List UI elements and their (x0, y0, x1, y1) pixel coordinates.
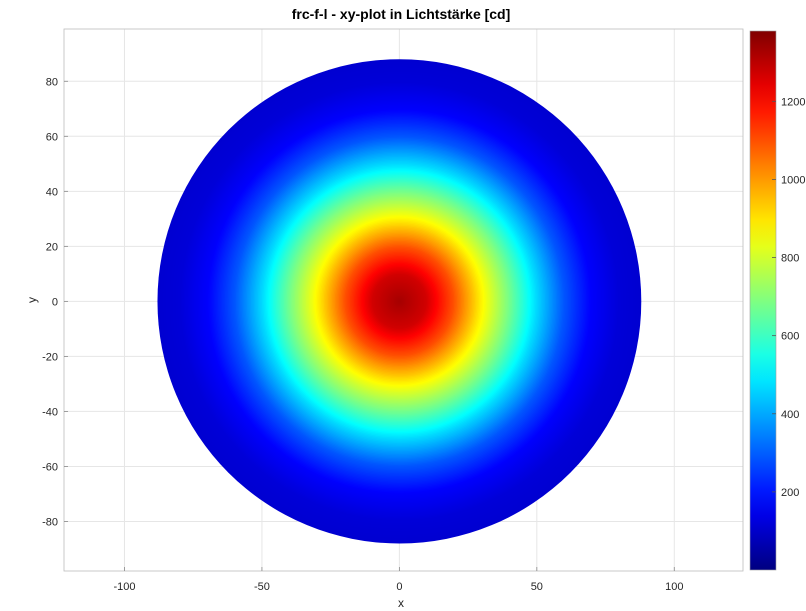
heatmap-disk (157, 59, 642, 544)
colorbar-tick-label: 800 (781, 253, 799, 265)
plot-border (63, 28, 744, 572)
colorbar-tick-label: 1000 (781, 174, 805, 186)
y-tick-label: 20 (46, 241, 58, 253)
y-tick-label: 40 (46, 186, 58, 198)
y-tick-label: -20 (42, 351, 58, 363)
colorbar-tick-label: 1200 (781, 96, 805, 108)
x-tick-label: 0 (396, 581, 402, 593)
x-tick-label: -50 (254, 581, 270, 593)
x-tick-label: 100 (665, 581, 683, 593)
y-tick-label: 0 (52, 296, 58, 308)
colorbar-tick-label: 400 (781, 409, 799, 421)
colorbar-tick-label: 600 (781, 331, 799, 343)
colorbar (749, 30, 777, 571)
y-tick-label: -60 (42, 461, 58, 473)
y-axis-ticks: -80 -60 -40 -20 0 20 40 60 80 (42, 76, 68, 528)
y-tick-label: -80 (42, 516, 58, 528)
colorbar-tick-label: 200 (781, 487, 799, 499)
y-axis-label: y (25, 297, 39, 303)
x-tick-label: 50 (531, 581, 543, 593)
colorbar-ticks: 200 400 600 800 1000 1200 (772, 96, 805, 499)
x-axis-ticks: -100 -50 0 50 100 (113, 567, 683, 593)
y-tick-label: -40 (42, 406, 58, 418)
y-tick-label: 80 (46, 76, 58, 88)
heat-ring (398, 300, 401, 303)
x-axis-label: x (398, 596, 404, 610)
y-tick-label: 60 (46, 131, 58, 143)
x-tick-label: -100 (113, 581, 135, 593)
chart-title: frc-f-l - xy-plot in Lichtstärke [cd] (292, 6, 511, 22)
